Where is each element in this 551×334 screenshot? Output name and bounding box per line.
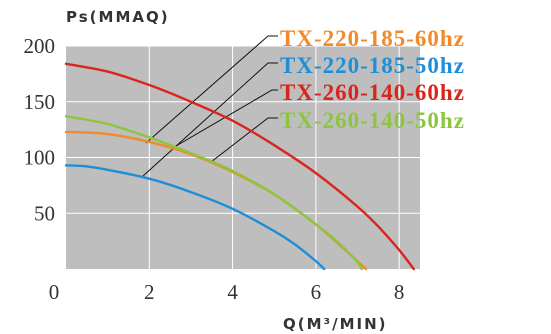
series-line-TX-260-140-50hz	[64, 115, 363, 271]
x-tick-label: 8	[394, 280, 405, 304]
x-tick-label: 2	[144, 280, 155, 304]
series-line-TX-260-140-60hz	[64, 62, 415, 271]
x-tick-label: 6	[311, 280, 322, 304]
legend-entry-TX-220-185-50hz: TX-220-185-50hz	[280, 53, 465, 78]
y-tick-label: 100	[24, 146, 56, 170]
leader-line-TX-220-185-60hz	[145, 35, 278, 144]
legend-entry-TX-220-185-60hz: TX-220-185-60hz	[280, 26, 465, 51]
leader-line-TX-260-140-60hz	[175, 89, 278, 147]
y-axis-title: Ps(MMAQ)	[66, 8, 170, 26]
x-axis-title: Q(M³/MIN)	[283, 315, 388, 333]
legend-leader-lines	[142, 35, 278, 177]
x-tick-label: 0	[49, 280, 60, 304]
y-tick-label: 50	[34, 201, 55, 225]
y-tick-label: 150	[24, 90, 56, 114]
series-line-TX-220-185-50hz	[64, 164, 326, 271]
legend-entry-TX-260-140-60hz: TX-260-140-60hz	[280, 80, 465, 105]
leader-line-TX-220-185-50hz	[142, 62, 278, 177]
series-curves	[64, 62, 415, 271]
y-tick-labels: 50 100 150 200	[24, 34, 56, 225]
y-tick-label: 200	[24, 34, 56, 58]
grid	[66, 45, 420, 269]
leader-line-TX-260-140-50hz	[210, 117, 278, 163]
x-tick-label: 4	[227, 280, 238, 304]
legend-entry-TX-260-140-50hz: TX-260-140-50hz	[280, 108, 465, 133]
legend: TX-220-185-60hzTX-220-185-50hzTX-260-140…	[280, 26, 465, 133]
x-tick-labels: 0 2 4 6 8	[49, 280, 405, 304]
